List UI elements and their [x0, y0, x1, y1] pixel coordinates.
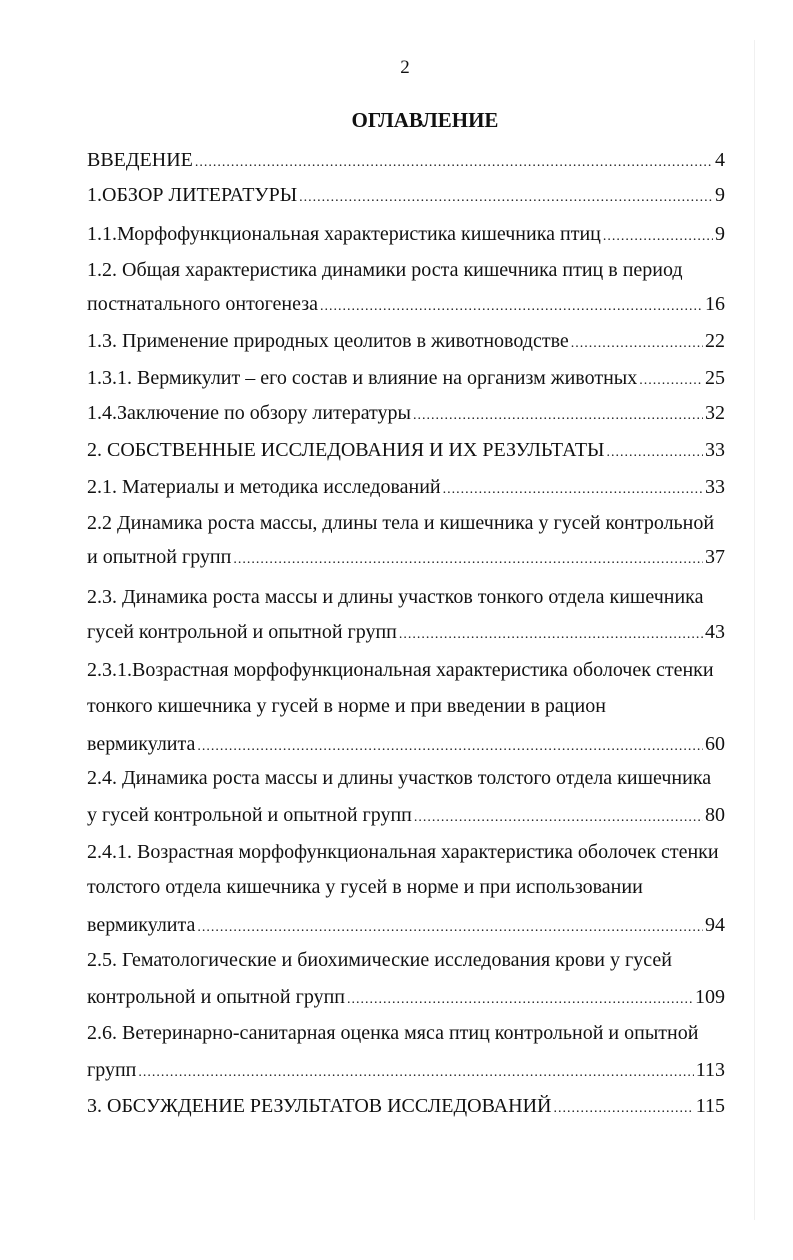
toc-entry-page: 32 — [705, 402, 725, 424]
toc-entry: 1.3. Применение природных цеолитов в жив… — [87, 329, 725, 356]
dot-leader — [603, 222, 713, 249]
toc-entry-text: групп — [87, 1059, 137, 1081]
dot-leader — [553, 1094, 693, 1121]
toc-entry: 2.4. Динамика роста массы и длины участк… — [87, 766, 725, 790]
toc-entry: 1.ОБЗОР ЛИТЕРАТУРЫ 9 — [87, 183, 725, 210]
toc-entry: 2.1. Материалы и методика исследований 3… — [87, 475, 725, 502]
toc-entry: 2.3.1.Возрастная морфофункциональная хар… — [87, 658, 725, 682]
dot-leader — [299, 183, 713, 210]
toc-title: ОГЛАВЛЕНИЕ — [351, 108, 499, 132]
toc-entry-page: 25 — [705, 367, 725, 389]
toc-entry-text: 1.3. Применение природных цеолитов в жив… — [87, 330, 569, 352]
dot-leader — [443, 475, 703, 502]
toc-entry-text: ВВЕДЕНИЕ — [87, 149, 193, 171]
dot-leader — [571, 329, 703, 356]
toc-entry-page: 37 — [705, 546, 725, 568]
toc-entry-text: 1.4.Заключение по обзору литературы — [87, 402, 411, 424]
dot-leader — [195, 148, 713, 175]
toc-entry: 2.3. Динамика роста массы и длины участк… — [87, 585, 725, 609]
toc-entry-page: 80 — [705, 804, 725, 826]
toc-entry-text: толстого отдела кишечника у гусей в норм… — [87, 876, 643, 898]
toc-entry: 2.2 Динамика роста массы, длины тела и к… — [87, 511, 725, 535]
toc-entry-text: 1.3.1. Вермикулит – его состав и влияние… — [87, 367, 638, 389]
toc-entry-text: 3. ОБСУЖДЕНИЕ РЕЗУЛЬТАТОВ ИССЛЕДОВАНИЙ — [87, 1095, 552, 1117]
toc-entry-text: 2.3. Динамика роста массы и длины участк… — [87, 586, 704, 608]
toc-entry-page: 94 — [705, 914, 725, 936]
dot-leader — [413, 401, 703, 428]
toc-entry-text: 2.1. Материалы и методика исследований — [87, 476, 441, 498]
toc-entry-text: 2.4. Динамика роста массы и длины участк… — [87, 767, 712, 789]
dot-leader — [414, 803, 703, 830]
toc-entry-page: 22 — [705, 330, 725, 352]
toc-entry-text: вермикулита — [87, 733, 196, 755]
dot-leader — [138, 1058, 693, 1085]
toc-entry-page: 109 — [695, 986, 725, 1008]
toc-entry: вермикулита 94 — [87, 913, 725, 940]
toc-entry: 1.2. Общая характеристика динамики роста… — [87, 258, 725, 282]
dot-leader — [639, 366, 703, 393]
dot-leader — [347, 985, 693, 1012]
toc-entry: у гусей контрольной и опытной групп 80 — [87, 803, 725, 830]
toc-entry-text: 2.3.1.Возрастная морфофункциональная хар… — [87, 659, 714, 681]
toc-entry-page: 9 — [715, 184, 725, 206]
toc-entry: контрольной и опытной групп 109 — [87, 985, 725, 1012]
toc-entry-text: 1.2. Общая характеристика динамики роста… — [87, 259, 683, 281]
toc-entry: ВВЕДЕНИЕ 4 — [87, 148, 725, 175]
toc-entry: групп 113 — [87, 1058, 725, 1085]
toc-entry: 2.4.1. Возрастная морфофункциональная ха… — [87, 840, 725, 864]
toc-entry-page: 33 — [705, 439, 725, 461]
toc-entry: 1.3.1. Вермикулит – его состав и влияние… — [87, 366, 725, 393]
toc-entry-text: 2.4.1. Возрастная морфофункциональная ха… — [87, 841, 719, 863]
toc-entry-page: 4 — [715, 149, 725, 171]
toc-entry: тонкого кишечника у гусей в норме и при … — [87, 694, 725, 718]
toc-entry-page: 60 — [705, 733, 725, 755]
dot-leader — [320, 292, 703, 319]
toc-entry: 3. ОБСУЖДЕНИЕ РЕЗУЛЬТАТОВ ИССЛЕДОВАНИЙ 11… — [87, 1094, 725, 1121]
toc-entry-page: 33 — [705, 476, 725, 498]
dot-leader — [197, 732, 703, 759]
page-edge — [754, 40, 755, 1220]
toc-entry-text: у гусей контрольной и опытной групп — [87, 804, 412, 826]
toc-entry: и опытной групп 37 — [87, 545, 725, 572]
dot-leader — [606, 438, 703, 465]
toc-entry-text: 2.2 Динамика роста массы, длины тела и к… — [87, 512, 715, 534]
toc-entry-text: 2. СОБСТВЕННЫЕ ИССЛЕДОВАНИЯ И ИХ РЕЗУЛЬТ… — [87, 439, 605, 461]
toc-entry: 1.4.Заключение по обзору литературы 32 — [87, 401, 725, 428]
toc-entry: толстого отдела кишечника у гусей в норм… — [87, 875, 725, 899]
toc-entry-text: вермикулита — [87, 914, 196, 936]
toc-entry: 2.6. Ветеринарно-санитарная оценка мяса … — [87, 1021, 725, 1045]
toc-entry-page: 115 — [695, 1095, 725, 1117]
page-number: 2 — [400, 57, 410, 78]
toc-entry-text: постнатального онтогенеза — [87, 293, 319, 315]
toc-entry-page: 43 — [705, 621, 725, 643]
toc-entry: 2. СОБСТВЕННЫЕ ИССЛЕДОВАНИЯ И ИХ РЕЗУЛЬТ… — [87, 438, 725, 465]
toc-entry-text: и опытной групп — [87, 546, 232, 568]
toc-entry: постнатального онтогенеза 16 — [87, 292, 725, 319]
toc-entry-text: 1.ОБЗОР ЛИТЕРАТУРЫ — [87, 184, 298, 206]
toc-entry: вермикулита 60 — [87, 732, 725, 759]
toc-entry-text: контрольной и опытной групп — [87, 986, 345, 1008]
dot-leader — [399, 620, 703, 647]
toc-entry-text: тонкого кишечника у гусей в норме и при … — [87, 695, 606, 717]
toc-entry: 1.1.Морфофункциональная характеристика к… — [87, 222, 725, 249]
toc-entry-page: 113 — [695, 1059, 725, 1081]
toc-entry-text: 2.5. Гематологические и биохимические ис… — [87, 949, 672, 971]
toc-entry-page: 16 — [705, 293, 725, 315]
dot-leader — [197, 913, 703, 940]
toc-entry-page: 9 — [715, 223, 725, 245]
toc-entry-text: гусей контрольной и опытной групп — [87, 621, 397, 643]
toc-entry: 2.5. Гематологические и биохимические ис… — [87, 948, 725, 972]
toc-entry: гусей контрольной и опытной групп 43 — [87, 620, 725, 647]
toc-entry-text: 1.1.Морфофункциональная характеристика к… — [87, 223, 601, 245]
toc-entry-text: 2.6. Ветеринарно-санитарная оценка мяса … — [87, 1022, 699, 1044]
dot-leader — [233, 545, 703, 572]
